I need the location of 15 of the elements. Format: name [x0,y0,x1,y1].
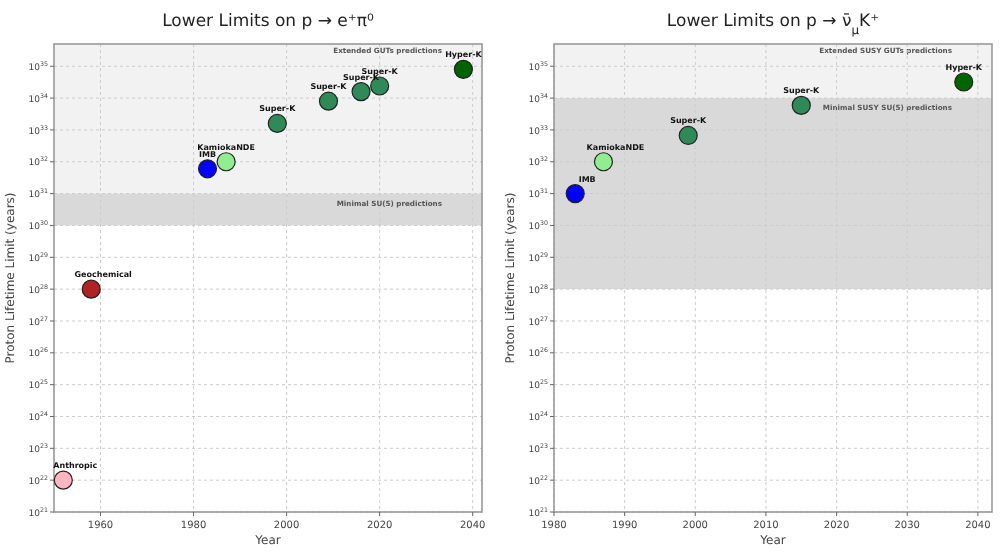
point [351,81,371,102]
chart-title: Lower Limits on p → e⁺π⁰ [162,12,375,32]
point [197,159,218,179]
point [593,152,614,172]
point [565,184,585,204]
point [678,125,698,146]
point [954,72,974,92]
point [53,470,73,490]
chart-title: Lower Limits on p → ν̄$_{μ}$K⁺ [666,12,880,37]
point [81,279,101,299]
point [267,113,287,134]
point [453,59,473,79]
point [791,95,811,115]
point [318,91,339,111]
point [216,152,236,172]
